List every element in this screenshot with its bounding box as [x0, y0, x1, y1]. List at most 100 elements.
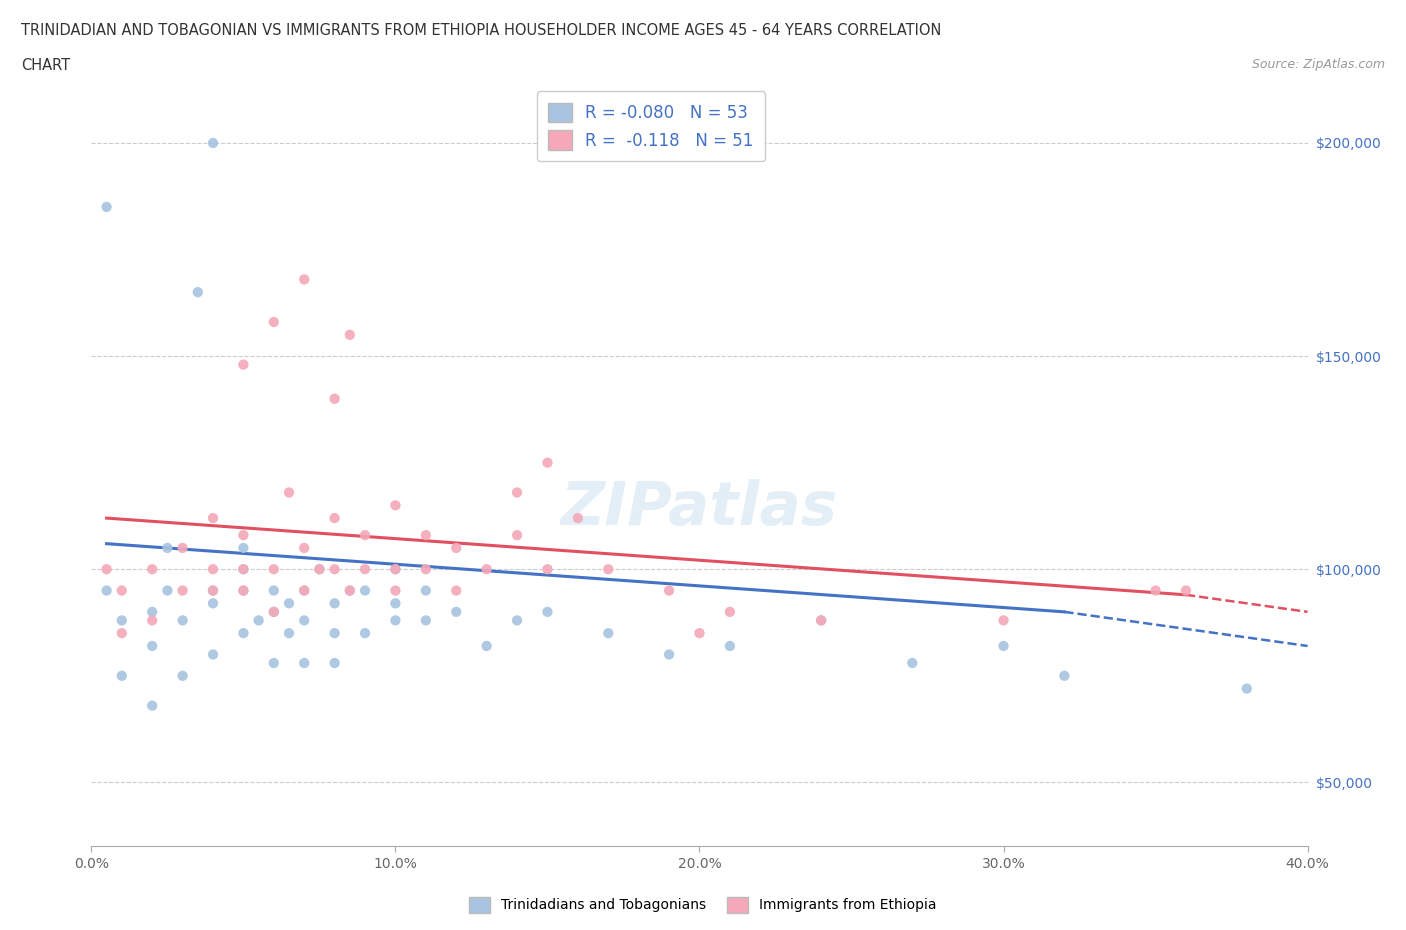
- Text: CHART: CHART: [21, 58, 70, 73]
- Legend: R = -0.080   N = 53, R =  -0.118   N = 51: R = -0.080 N = 53, R = -0.118 N = 51: [537, 91, 765, 162]
- Point: [415, 583, 437, 598]
- Point: [111, 626, 134, 641]
- Point: [202, 511, 225, 525]
- Point: [323, 596, 346, 611]
- Point: [187, 285, 209, 299]
- Point: [1053, 669, 1076, 684]
- Point: [278, 626, 301, 641]
- Point: [384, 613, 406, 628]
- Point: [323, 511, 346, 525]
- Point: [232, 527, 254, 542]
- Text: ZIPatlas: ZIPatlas: [561, 479, 838, 538]
- Point: [172, 669, 194, 684]
- Point: [111, 583, 134, 598]
- Point: [658, 583, 681, 598]
- Point: [292, 613, 315, 628]
- Point: [384, 562, 406, 577]
- Point: [567, 511, 589, 525]
- Point: [339, 583, 361, 598]
- Point: [263, 562, 285, 577]
- Point: [415, 613, 437, 628]
- Point: [718, 604, 741, 619]
- Point: [96, 562, 118, 577]
- Point: [292, 656, 315, 671]
- Point: [323, 626, 346, 641]
- Point: [292, 583, 315, 598]
- Point: [292, 272, 315, 286]
- Point: [993, 639, 1015, 654]
- Point: [1357, 783, 1379, 798]
- Point: [247, 613, 270, 628]
- Point: [810, 613, 832, 628]
- Point: [1144, 583, 1167, 598]
- Point: [232, 562, 254, 577]
- Point: [263, 656, 285, 671]
- Point: [292, 540, 315, 555]
- Point: [598, 626, 620, 641]
- Point: [202, 583, 225, 598]
- Point: [475, 562, 498, 577]
- Point: [506, 613, 529, 628]
- Point: [172, 540, 194, 555]
- Point: [444, 540, 467, 555]
- Point: [536, 456, 558, 471]
- Point: [202, 562, 225, 577]
- Point: [506, 485, 529, 500]
- Point: [141, 613, 163, 628]
- Point: [354, 583, 377, 598]
- Point: [278, 596, 301, 611]
- Point: [172, 583, 194, 598]
- Legend: Trinidadians and Tobagonians, Immigrants from Ethiopia: Trinidadians and Tobagonians, Immigrants…: [464, 891, 942, 919]
- Point: [354, 527, 377, 542]
- Point: [444, 604, 467, 619]
- Point: [536, 604, 558, 619]
- Point: [810, 613, 832, 628]
- Point: [111, 613, 134, 628]
- Point: [263, 604, 285, 619]
- Point: [444, 583, 467, 598]
- Point: [339, 327, 361, 342]
- Point: [111, 669, 134, 684]
- Point: [718, 639, 741, 654]
- Point: [263, 604, 285, 619]
- Point: [232, 562, 254, 577]
- Point: [323, 392, 346, 406]
- Point: [354, 626, 377, 641]
- Point: [141, 698, 163, 713]
- Point: [156, 583, 179, 598]
- Point: [172, 613, 194, 628]
- Point: [292, 583, 315, 598]
- Point: [202, 136, 225, 151]
- Point: [263, 314, 285, 329]
- Point: [901, 656, 924, 671]
- Point: [232, 357, 254, 372]
- Point: [202, 583, 225, 598]
- Point: [96, 200, 118, 215]
- Point: [415, 527, 437, 542]
- Text: Source: ZipAtlas.com: Source: ZipAtlas.com: [1251, 58, 1385, 71]
- Point: [658, 647, 681, 662]
- Point: [384, 596, 406, 611]
- Point: [993, 613, 1015, 628]
- Point: [415, 562, 437, 577]
- Point: [688, 626, 710, 641]
- Point: [278, 485, 301, 500]
- Point: [232, 540, 254, 555]
- Point: [202, 596, 225, 611]
- Point: [141, 562, 163, 577]
- Point: [1174, 583, 1197, 598]
- Point: [232, 626, 254, 641]
- Point: [384, 583, 406, 598]
- Point: [475, 639, 498, 654]
- Point: [96, 583, 118, 598]
- Point: [506, 527, 529, 542]
- Point: [263, 583, 285, 598]
- Point: [323, 656, 346, 671]
- Point: [384, 562, 406, 577]
- Point: [1236, 681, 1258, 696]
- Point: [323, 562, 346, 577]
- Point: [354, 562, 377, 577]
- Point: [156, 540, 179, 555]
- Point: [384, 498, 406, 512]
- Point: [598, 562, 620, 577]
